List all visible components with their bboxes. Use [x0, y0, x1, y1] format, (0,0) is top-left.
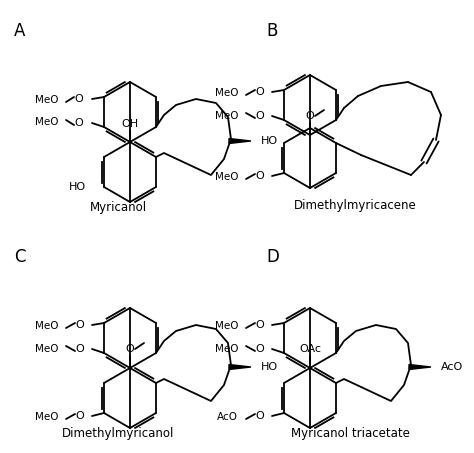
Text: OAc: OAc	[299, 344, 321, 354]
Text: MeO: MeO	[215, 88, 238, 98]
Text: C: C	[14, 248, 26, 266]
Text: O: O	[255, 320, 264, 330]
Text: HO: HO	[261, 136, 278, 146]
Text: MeO: MeO	[35, 412, 58, 422]
Text: O: O	[255, 411, 264, 421]
Text: MeO: MeO	[35, 344, 58, 354]
Text: D: D	[266, 248, 279, 266]
Text: MeO: MeO	[35, 321, 58, 331]
Text: O: O	[255, 111, 264, 121]
Text: O: O	[74, 118, 83, 128]
Text: MeO: MeO	[35, 95, 58, 105]
Text: Dimethylmyricanol: Dimethylmyricanol	[62, 428, 174, 440]
Text: MeO: MeO	[215, 172, 238, 182]
Text: Myricanol: Myricanol	[90, 202, 146, 215]
Text: HO: HO	[261, 362, 278, 372]
Text: O: O	[76, 411, 84, 421]
Text: B: B	[266, 22, 277, 40]
Text: OH: OH	[121, 119, 138, 129]
Text: O: O	[255, 87, 264, 97]
Text: O: O	[255, 344, 264, 354]
Text: O: O	[255, 171, 264, 181]
Polygon shape	[229, 139, 251, 144]
Text: AcO: AcO	[217, 412, 238, 422]
Text: Dimethylmyricacene: Dimethylmyricacene	[293, 198, 416, 212]
Text: O: O	[126, 344, 134, 354]
Text: HO: HO	[69, 182, 86, 192]
Text: AcO: AcO	[441, 362, 463, 372]
Text: A: A	[14, 22, 26, 40]
Text: Myricanol triacetate: Myricanol triacetate	[291, 428, 410, 440]
Text: MeO: MeO	[215, 111, 238, 121]
Text: MeO: MeO	[35, 117, 58, 127]
Text: O: O	[76, 320, 84, 330]
Text: O: O	[306, 111, 314, 121]
Text: O: O	[76, 344, 84, 354]
Text: MeO: MeO	[215, 321, 238, 331]
Polygon shape	[409, 365, 431, 370]
Text: MeO: MeO	[215, 344, 238, 354]
Text: O: O	[74, 94, 83, 104]
Polygon shape	[229, 365, 251, 370]
